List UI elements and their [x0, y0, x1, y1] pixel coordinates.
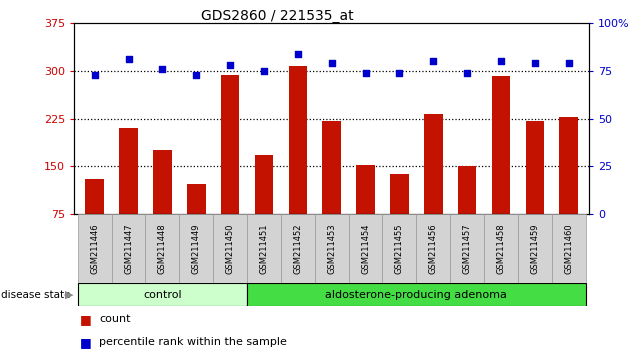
FancyBboxPatch shape: [450, 214, 484, 283]
Bar: [424, 114, 443, 214]
Point: [123, 57, 134, 62]
Bar: [220, 75, 239, 214]
FancyBboxPatch shape: [348, 214, 382, 283]
Bar: [289, 66, 307, 214]
Bar: [153, 150, 172, 214]
Point: [360, 70, 370, 75]
Point: [530, 60, 540, 66]
Point: [89, 72, 100, 78]
FancyBboxPatch shape: [112, 214, 146, 283]
FancyBboxPatch shape: [180, 214, 213, 283]
FancyBboxPatch shape: [484, 214, 518, 283]
Text: GSM211457: GSM211457: [462, 223, 472, 274]
Bar: [525, 120, 544, 214]
FancyBboxPatch shape: [146, 214, 180, 283]
Bar: [458, 166, 476, 214]
Text: GSM211452: GSM211452: [294, 223, 302, 274]
Text: percentile rank within the sample: percentile rank within the sample: [99, 337, 287, 348]
FancyBboxPatch shape: [247, 283, 586, 306]
Point: [326, 60, 336, 66]
Text: GSM211455: GSM211455: [395, 223, 404, 274]
FancyBboxPatch shape: [77, 283, 247, 306]
Text: GSM211448: GSM211448: [158, 223, 167, 274]
Text: aldosterone-producing adenoma: aldosterone-producing adenoma: [326, 290, 507, 300]
Point: [293, 51, 303, 56]
Text: ▶: ▶: [65, 290, 74, 300]
Text: GSM211451: GSM211451: [260, 223, 268, 274]
Text: GSM211453: GSM211453: [327, 223, 336, 274]
Text: GDS2860 / 221535_at: GDS2860 / 221535_at: [201, 9, 353, 23]
FancyBboxPatch shape: [247, 214, 281, 283]
Text: GSM211459: GSM211459: [530, 223, 539, 274]
Text: disease state: disease state: [1, 290, 71, 300]
Text: GSM211446: GSM211446: [90, 223, 99, 274]
Point: [158, 66, 168, 72]
Bar: [323, 120, 341, 214]
Point: [428, 58, 438, 64]
FancyBboxPatch shape: [518, 214, 552, 283]
Bar: [119, 128, 138, 214]
Point: [462, 70, 472, 75]
FancyBboxPatch shape: [77, 214, 112, 283]
FancyBboxPatch shape: [552, 214, 586, 283]
Point: [394, 70, 404, 75]
Text: ■: ■: [79, 336, 91, 349]
Bar: [187, 184, 205, 214]
Point: [564, 60, 574, 66]
Text: GSM211456: GSM211456: [429, 223, 438, 274]
Bar: [255, 155, 273, 214]
Text: GSM211450: GSM211450: [226, 223, 234, 274]
Text: GSM211458: GSM211458: [496, 223, 505, 274]
Text: GSM211454: GSM211454: [361, 223, 370, 274]
Bar: [491, 76, 510, 214]
Text: control: control: [143, 290, 181, 300]
Point: [496, 58, 506, 64]
FancyBboxPatch shape: [416, 214, 450, 283]
Text: count: count: [99, 314, 130, 325]
Text: ■: ■: [79, 313, 91, 326]
Bar: [559, 117, 578, 214]
Text: GSM211447: GSM211447: [124, 223, 133, 274]
Bar: [85, 179, 104, 214]
FancyBboxPatch shape: [213, 214, 247, 283]
Point: [259, 68, 269, 74]
Text: GSM211460: GSM211460: [564, 223, 573, 274]
Text: GSM211449: GSM211449: [192, 223, 201, 274]
FancyBboxPatch shape: [315, 214, 348, 283]
Bar: [356, 165, 375, 214]
Point: [191, 72, 201, 78]
Bar: [390, 174, 409, 214]
FancyBboxPatch shape: [382, 214, 416, 283]
Point: [225, 62, 235, 68]
FancyBboxPatch shape: [281, 214, 315, 283]
